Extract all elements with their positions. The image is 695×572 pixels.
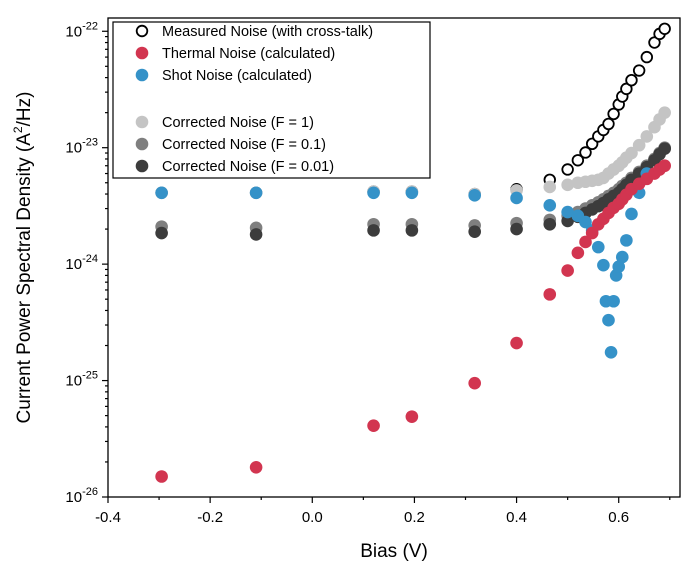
data-point <box>543 288 557 301</box>
data-point <box>632 64 646 77</box>
legend-label: Shot Noise (calculated) <box>162 68 312 84</box>
legend: Measured Noise (with cross-talk) Thermal … <box>112 21 431 179</box>
series-2 <box>155 167 654 359</box>
data-point <box>585 226 599 240</box>
data-point <box>602 117 615 131</box>
data-point <box>367 224 380 237</box>
data-point <box>468 376 481 390</box>
data-point <box>367 186 380 200</box>
data-point <box>640 50 654 64</box>
plot-frame <box>107 17 681 498</box>
y-axis-title: Current Power Spectral Density (A2/Hz) <box>11 92 35 424</box>
data-point <box>571 154 585 167</box>
data-point <box>625 146 638 160</box>
data-point <box>612 260 626 274</box>
data-point <box>571 246 585 260</box>
x-tick-label: 0.6 <box>608 509 629 526</box>
x-axis-title: Bias (V) <box>360 541 428 562</box>
data-point <box>543 217 557 231</box>
ticks-layer: -0.4 -0.2 0.0 0.2 0.4 0.6 10-26 10-25 10-24 10-23… <box>65 20 671 526</box>
data-point <box>510 336 523 350</box>
data-point <box>561 163 574 176</box>
y-tick-label: 10-24 <box>65 253 98 273</box>
data-point <box>607 107 620 121</box>
data-point <box>561 264 574 277</box>
data-point <box>561 214 574 228</box>
data-point <box>640 130 654 143</box>
data-point <box>405 224 419 237</box>
y-tick-label: 10-26 <box>65 486 98 506</box>
legend-box <box>112 21 431 179</box>
legend-label: Corrected Noise (F = 0.01) <box>162 159 334 175</box>
data-point <box>468 225 481 238</box>
series-1 <box>155 159 671 483</box>
data-point <box>658 159 671 173</box>
data-point <box>561 205 574 219</box>
data-point <box>597 258 610 272</box>
data-point <box>632 138 646 152</box>
data-point <box>155 186 168 200</box>
data-point <box>468 189 481 202</box>
y-tick-label: 10-22 <box>65 20 98 40</box>
data-point <box>615 250 629 264</box>
y-tick-label: 10-23 <box>65 137 98 157</box>
y-tick-label: 10-25 <box>65 370 98 390</box>
data-point <box>591 240 605 254</box>
data-point <box>561 178 574 192</box>
data-point <box>543 199 557 212</box>
data-point <box>579 235 592 249</box>
legend-label: Corrected Noise (F = 1) <box>162 115 314 131</box>
data-point <box>405 186 419 200</box>
legend-marker <box>135 115 149 129</box>
x-tick-label: 0.2 <box>404 509 425 526</box>
data-point <box>602 313 615 327</box>
y-axis-title-end: /Hz) <box>14 92 35 127</box>
data-point <box>607 294 620 308</box>
x-tick-label: -0.4 <box>95 509 121 526</box>
legend-label: Measured Noise (with cross-talk) <box>162 24 373 40</box>
data-point <box>579 146 592 159</box>
data-point <box>625 207 638 221</box>
data-point <box>510 191 523 205</box>
x-tick-label: 0.0 <box>302 509 323 526</box>
data-point <box>405 410 419 423</box>
x-tick-label: -0.2 <box>197 509 223 526</box>
data-point <box>510 222 523 236</box>
legend-marker <box>135 159 149 173</box>
data-point <box>625 73 638 87</box>
data-point <box>543 180 557 194</box>
data-point <box>658 142 671 156</box>
data-point <box>249 460 263 474</box>
data-point <box>367 419 380 432</box>
y-axis-title-main: Current Power Spectral Density (A <box>14 133 35 424</box>
data-point <box>620 234 633 247</box>
legend-marker <box>135 137 149 151</box>
x-tick-label: 0.4 <box>506 509 527 526</box>
legend-marker <box>135 68 149 82</box>
data-point <box>155 470 168 483</box>
data-point <box>249 228 263 241</box>
data-point <box>604 345 618 359</box>
data-point <box>658 106 671 119</box>
points-layer <box>155 22 671 483</box>
legend-marker <box>135 46 149 60</box>
legend-label: Corrected Noise (F = 0.1) <box>162 137 326 153</box>
data-point <box>155 226 168 240</box>
legend-marker <box>135 24 149 38</box>
data-point <box>249 186 263 200</box>
data-point <box>658 22 671 35</box>
legend-label: Thermal Noise (calculated) <box>162 46 335 62</box>
y-axis-title-sup: 2 <box>11 126 25 133</box>
